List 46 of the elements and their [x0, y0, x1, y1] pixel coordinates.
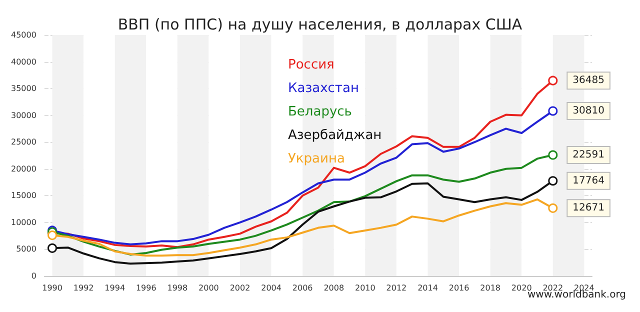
x-tick-label: 1990 — [42, 284, 62, 292]
point — [48, 230, 58, 240]
x-tick-label: 2006 — [292, 284, 313, 292]
data-label: 12671 — [572, 202, 604, 214]
data-label: 30810 — [572, 105, 604, 116]
y-tick-label: 20000 — [10, 164, 36, 174]
x-tick-label: 2004 — [261, 284, 282, 292]
x-tick-label: 2018 — [480, 284, 500, 292]
point — [48, 243, 58, 253]
x-tick-label: 2020 — [511, 284, 532, 292]
point — [548, 203, 558, 213]
y-tick-label: 0 — [31, 272, 36, 280]
text: Украина — [288, 152, 345, 166]
text: Беларусь — [288, 104, 352, 120]
y-tick-label: 25000 — [10, 138, 36, 147]
chart-title: ВВП (по ППС) на душу населения, в долларах США — [118, 16, 523, 34]
y-tick-label: 10000 — [10, 218, 36, 227]
y-tick-label: 30000 — [10, 110, 36, 120]
x-tick-label: 2008 — [324, 284, 344, 292]
x-tick-label: 2022 — [542, 284, 564, 292]
point — [548, 150, 558, 160]
y-tick-label: 15000 — [10, 191, 36, 200]
y-tick-label: 35000 — [10, 84, 36, 94]
x-tick-label: 1992 — [73, 284, 94, 292]
y-tick-label: 40000 — [10, 57, 36, 66]
x-tick-label: 2016 — [448, 284, 470, 292]
text: www.worldbank.org — [527, 290, 626, 300]
x-tick-label: 2012 — [386, 284, 407, 292]
text: Азербайджан — [288, 128, 382, 143]
data-label: 17764 — [572, 175, 604, 186]
data-label: 36485 — [572, 75, 604, 86]
y-tick-label: 5000 — [16, 244, 36, 254]
x-tick-label: 1998 — [167, 284, 188, 292]
x-tick-label: 1996 — [136, 284, 156, 292]
x-tick-label: 2010 — [354, 284, 376, 292]
x-tick-label: 2002 — [230, 284, 250, 292]
point — [548, 76, 558, 86]
text: Казахстан — [288, 81, 359, 96]
x-tick-label: 1994 — [104, 284, 126, 292]
point — [548, 106, 558, 116]
x-tick-label: 2014 — [418, 284, 438, 292]
point — [548, 176, 558, 186]
x-tick-label: 2000 — [198, 284, 219, 292]
data-label: 22591 — [572, 150, 604, 161]
text: Россия — [288, 58, 334, 72]
y-tick-label: 45000 — [10, 30, 36, 40]
